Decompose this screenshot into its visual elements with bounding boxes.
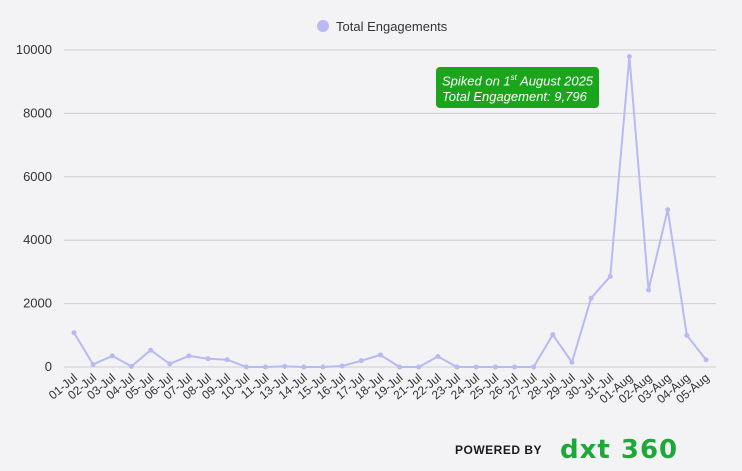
data-point[interactable] [320, 364, 326, 370]
brand-logo: dxt 360 [560, 435, 679, 465]
data-point[interactable] [569, 359, 575, 365]
data-point[interactable] [626, 53, 632, 59]
footer: POWERED BY dxt 360 [455, 432, 678, 468]
data-point[interactable] [205, 356, 211, 362]
data-point[interactable] [550, 332, 556, 338]
legend-marker[interactable] [317, 20, 329, 32]
data-point[interactable] [607, 273, 613, 279]
data-point[interactable] [90, 361, 96, 367]
y-tick-label: 8000 [23, 105, 52, 120]
annotation-suffix: August 2025 [516, 73, 594, 89]
data-point[interactable] [531, 364, 537, 370]
y-tick-label: 4000 [23, 232, 52, 247]
data-point[interactable] [263, 364, 269, 370]
data-point[interactable] [339, 363, 345, 369]
y-tick-label: 6000 [23, 169, 52, 184]
data-point[interactable] [684, 332, 690, 338]
series-total-engagements [71, 53, 709, 370]
data-point[interactable] [665, 207, 671, 213]
series-line [73, 55, 707, 368]
y-tick-label: 2000 [23, 296, 52, 311]
data-point[interactable] [71, 330, 77, 336]
annotation-line-2: Total Engagement: 9,796 [442, 89, 587, 105]
data-point[interactable] [301, 364, 307, 370]
y-tick-label: 0 [45, 359, 52, 374]
data-point[interactable] [473, 364, 479, 370]
data-point[interactable] [377, 352, 383, 358]
data-point[interactable] [109, 353, 115, 359]
data-point[interactable] [148, 347, 154, 353]
data-point[interactable] [224, 357, 230, 363]
grid [64, 49, 716, 368]
data-point[interactable] [416, 364, 422, 370]
data-point[interactable] [435, 354, 441, 360]
data-point[interactable] [703, 357, 709, 363]
y-tick-label: 10000 [16, 42, 52, 57]
data-point[interactable] [243, 364, 249, 370]
annotation-line-1: Spiked on 1st August 2025 [442, 70, 593, 89]
data-point[interactable] [167, 361, 173, 367]
spike-annotation: Spiked on 1st August 2025 Total Engageme… [436, 67, 600, 109]
data-point[interactable] [186, 353, 192, 359]
data-point[interactable] [358, 358, 364, 364]
powered-by-label: POWERED BY [455, 443, 543, 457]
y-axis-ticks: 0 2000 4000 6000 8000 10000 [16, 42, 52, 374]
data-point[interactable] [492, 364, 498, 370]
data-point[interactable] [282, 363, 288, 369]
legend[interactable]: Total Engagements [317, 19, 448, 34]
annotation-prefix: Spiked on 1 [442, 73, 511, 89]
data-point[interactable] [646, 287, 652, 293]
data-point[interactable] [128, 363, 134, 369]
data-point[interactable] [397, 364, 403, 370]
annotation-sup: st [510, 73, 517, 82]
x-axis-ticks: 01-Jul02-Jul03-Jul04-Jul05-Jul06-Jul07-J… [46, 371, 712, 407]
data-point[interactable] [588, 295, 594, 301]
legend-label[interactable]: Total Engagements [336, 19, 448, 34]
data-point[interactable] [454, 364, 460, 370]
data-point[interactable] [511, 364, 517, 370]
